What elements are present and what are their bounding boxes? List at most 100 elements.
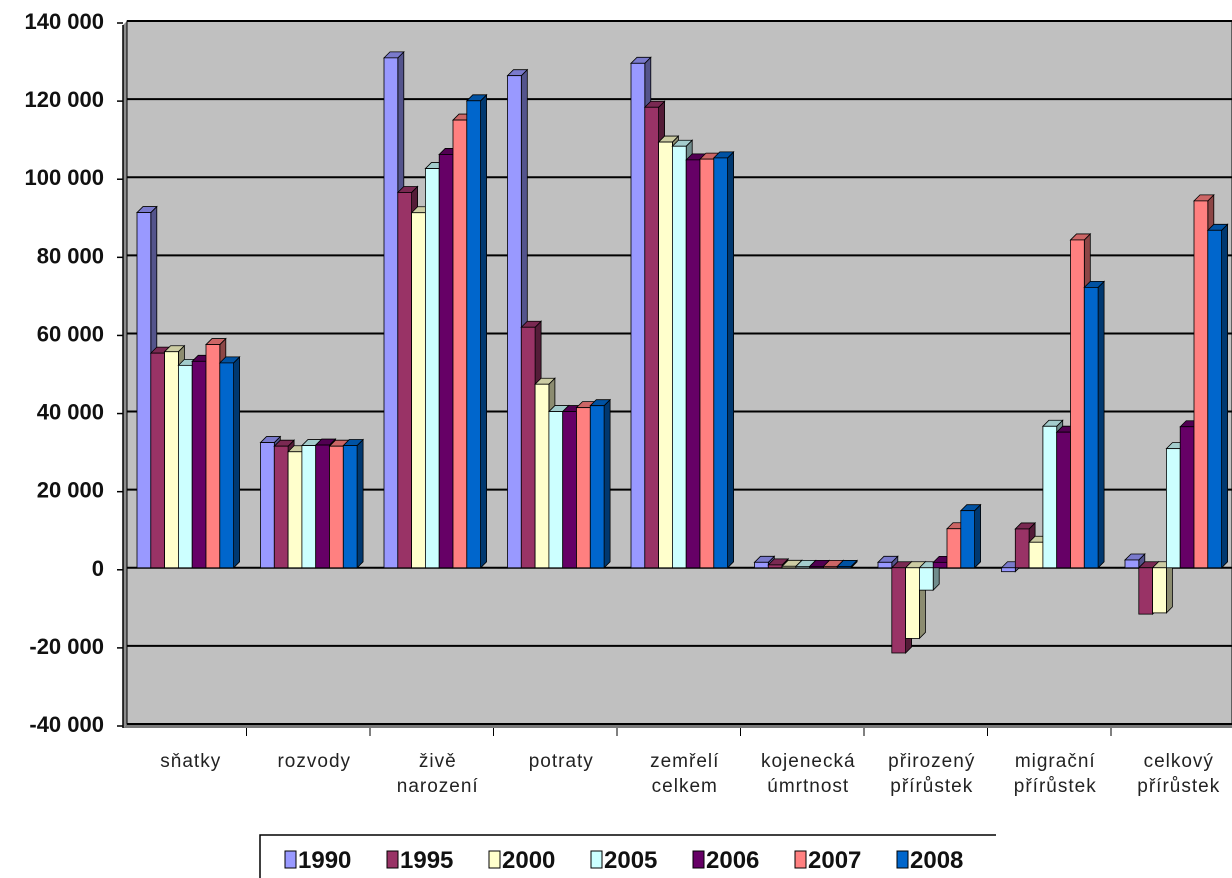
bar-front xyxy=(699,158,715,569)
legend-label-2005: 2005 xyxy=(604,847,657,874)
bar-1990-6 xyxy=(877,555,899,569)
bar-2008-3 xyxy=(589,398,612,569)
bar-front xyxy=(411,212,426,569)
legend-label-2000: 2000 xyxy=(502,847,555,874)
bar-front xyxy=(548,411,564,569)
bar-front xyxy=(658,141,673,569)
bar-2008-6 xyxy=(959,503,982,569)
bar-front xyxy=(946,528,962,569)
bar-front xyxy=(507,75,522,569)
bar-side xyxy=(1166,560,1173,614)
bar-front xyxy=(164,351,179,569)
axes: 140 000 120 000 100 000 80 000 60 000 40 000 2… xyxy=(24,9,1219,797)
bar-1990-8 xyxy=(1124,553,1146,569)
y-tick-label: 80 000 xyxy=(37,243,104,268)
bar-front xyxy=(219,362,235,569)
bar-front xyxy=(342,445,358,569)
legend-swatch-2008 xyxy=(896,850,909,869)
x-tick-label: rozvody xyxy=(277,751,351,772)
bar-side xyxy=(603,398,611,569)
bar-front xyxy=(809,566,824,569)
bar-front xyxy=(781,565,797,569)
side-wall xyxy=(123,21,127,728)
bar-front xyxy=(919,567,934,591)
bar-front xyxy=(713,157,728,569)
bar-front xyxy=(1152,567,1167,614)
bar-front xyxy=(534,383,550,569)
x-tick-label: celkem xyxy=(652,776,718,797)
legend-frame xyxy=(259,834,996,878)
x-tick-label: migrační xyxy=(1015,751,1096,772)
bar-front xyxy=(260,442,275,569)
bar-front xyxy=(1166,448,1181,569)
bar-2008-7 xyxy=(1083,280,1106,569)
bar-front xyxy=(205,344,221,569)
bar-front xyxy=(877,561,893,569)
bar-front xyxy=(891,567,906,654)
bar-front xyxy=(1056,431,1071,569)
bar-front xyxy=(150,352,166,569)
bar-side xyxy=(356,438,364,569)
bar-front xyxy=(466,100,481,569)
bar-2000-8 xyxy=(1151,560,1174,614)
bar-2008-4 xyxy=(712,150,735,569)
bar-side xyxy=(233,355,241,569)
bar-front xyxy=(1179,426,1195,569)
bar-front xyxy=(905,567,920,639)
legend-label-1995: 1995 xyxy=(400,847,453,874)
legend-label-2007: 2007 xyxy=(808,847,861,874)
bar-front xyxy=(589,405,605,569)
y-tick-label: 140 000 xyxy=(24,9,104,34)
bar-front xyxy=(287,451,303,569)
bar-side xyxy=(1097,280,1105,569)
bar-front xyxy=(960,510,975,569)
x-tick-label: zemřelí xyxy=(650,751,719,772)
bar-front xyxy=(315,444,330,569)
x-tick-label: přirozený xyxy=(888,751,975,772)
bar-side xyxy=(480,93,488,569)
x-tick-label: úmrtnost xyxy=(767,776,849,797)
bar-front xyxy=(754,561,769,569)
bar-front xyxy=(1070,239,1085,569)
bar-front xyxy=(836,566,852,569)
bar-front xyxy=(329,445,344,569)
plot-area xyxy=(123,20,1232,728)
bar-front xyxy=(177,364,193,569)
bar-2008-8 xyxy=(1206,223,1229,569)
bar-front xyxy=(823,565,838,569)
bar-front xyxy=(191,360,207,569)
bar-front xyxy=(562,411,577,569)
y-tick-label: 60 000 xyxy=(37,321,104,346)
bars xyxy=(127,50,1229,654)
legend-label-2008: 2008 xyxy=(910,847,963,874)
x-tick-label: přírůstek xyxy=(890,776,973,797)
y-tick-label: 0 xyxy=(92,556,104,581)
y-tick-label: -40 000 xyxy=(29,712,104,737)
bar-front xyxy=(1083,286,1099,569)
x-tick-label: kojenecká xyxy=(761,751,856,772)
bar-front xyxy=(301,445,317,569)
bar-front xyxy=(1207,229,1223,569)
x-tick-label: narození xyxy=(397,776,479,797)
bar-front xyxy=(438,154,454,569)
bar-side xyxy=(1221,223,1228,569)
bar-front xyxy=(520,326,536,569)
legend-swatch-2000 xyxy=(488,850,501,869)
bar-front xyxy=(1042,425,1058,569)
x-tick-label: sňatky xyxy=(160,751,221,772)
y-tick-label: 20 000 xyxy=(37,478,104,503)
legend-label-1990: 1990 xyxy=(298,847,351,874)
y-tick-label: 40 000 xyxy=(37,400,104,425)
bar-side xyxy=(727,150,734,569)
bar-front xyxy=(767,564,783,569)
bar-2008-5 xyxy=(836,559,859,569)
legend-swatch-1990 xyxy=(284,850,297,869)
bar-front xyxy=(1001,567,1016,573)
bar-2008-0 xyxy=(218,355,241,569)
bar-front xyxy=(397,192,412,569)
x-tick-label: přírůstek xyxy=(1014,776,1097,797)
legend-swatch-2007 xyxy=(794,850,807,869)
x-tick-label: celkový xyxy=(1144,751,1214,772)
bar-front xyxy=(644,106,659,569)
